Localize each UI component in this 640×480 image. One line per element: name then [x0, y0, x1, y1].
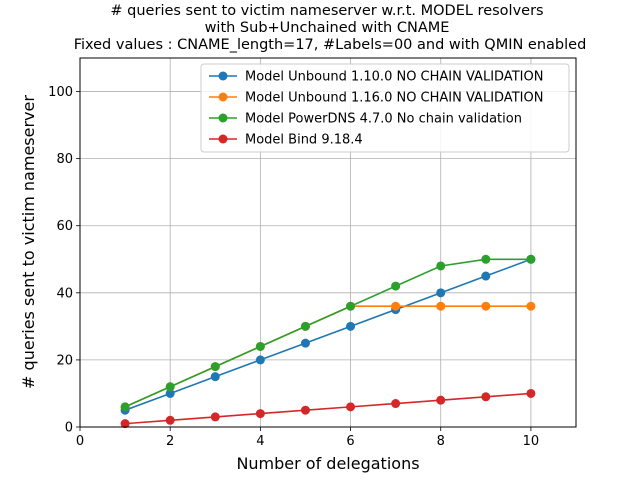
legend-item: Model Bind 9.18.4 [209, 133, 363, 148]
data-point [391, 281, 401, 291]
data-point [210, 362, 220, 372]
data-point [165, 382, 175, 392]
data-point [210, 412, 220, 422]
series-line [124, 305, 531, 408]
x-tick-label: 2 [166, 434, 174, 449]
data-point [210, 372, 220, 382]
data-point [165, 388, 175, 398]
x-axis-label: Number of delegations [236, 454, 419, 473]
legend-box [200, 63, 570, 153]
legend-item: Model PowerDNS 4.7.0 No chain validation [209, 112, 522, 127]
x-tick-label: 10 [523, 434, 540, 449]
chart-title-line-1: # queries sent to victim nameserver w.r.… [110, 3, 543, 19]
chart-title-line-3: Fixed values : CNAME_length=17, #Labels=… [74, 37, 587, 53]
series-layer [120, 254, 536, 429]
data-point [526, 254, 536, 264]
series-2 [120, 301, 536, 412]
data-point [436, 301, 446, 311]
y-tick-label: 20 [56, 353, 73, 368]
y-tick-label: 80 [56, 152, 73, 167]
data-point [346, 402, 356, 412]
y-axis: 0 20 40 60 80 100 [48, 85, 80, 436]
y-tick-label: 60 [56, 219, 73, 234]
series-line [124, 258, 531, 408]
series-line [124, 258, 532, 411]
data-point [165, 415, 175, 425]
x-tick-label: 4 [256, 434, 264, 449]
data-point [346, 301, 356, 311]
data-point [526, 301, 536, 311]
series-4 [120, 388, 536, 429]
legend: Model Unbound 1.10.0 NO CHAIN VALIDATION… [200, 63, 570, 153]
x-tick-label: 8 [437, 434, 445, 449]
data-point [391, 399, 401, 409]
data-point [255, 355, 265, 365]
y-tick-label: 100 [48, 85, 73, 100]
chart-title-line-2: with Sub+Unchained with CNAME [205, 20, 450, 36]
data-point [300, 321, 310, 331]
y-tick-label: 40 [56, 286, 73, 301]
legend-marker [218, 134, 228, 144]
legend-item: Model Unbound 1.10.0 NO CHAIN VALIDATION [209, 70, 543, 85]
legend-label: Model Bind 9.18.4 [245, 133, 363, 148]
x-axis: 0 2 4 6 8 10 [76, 427, 539, 449]
y-axis-label: # queries sent to victim nameserver [19, 95, 38, 389]
data-point [481, 254, 491, 264]
plot-frame [79, 57, 577, 428]
legend-marker [218, 113, 228, 123]
legend-label: Model Unbound 1.16.0 NO CHAIN VALIDATION [245, 91, 543, 106]
legend-marker [218, 92, 228, 102]
data-point [436, 395, 446, 405]
legend-item: Model Unbound 1.16.0 NO CHAIN VALIDATION [209, 91, 543, 106]
data-point [391, 301, 401, 311]
data-point [300, 338, 310, 348]
series-line [125, 392, 531, 425]
data-point [120, 419, 130, 429]
data-point [436, 288, 446, 298]
data-point [481, 301, 491, 311]
y-tick-label: 0 [65, 421, 73, 436]
data-point [255, 409, 265, 419]
data-point [346, 321, 356, 331]
data-point [526, 388, 536, 398]
legend-marker [218, 71, 228, 81]
data-point [120, 402, 130, 412]
data-point [255, 341, 265, 351]
x-tick-label: 6 [346, 434, 354, 449]
x-tick-label: 0 [76, 434, 84, 449]
legend-label: Model Unbound 1.10.0 NO CHAIN VALIDATION [245, 70, 543, 85]
legend-label: Model PowerDNS 4.7.0 No chain validation [245, 112, 522, 127]
series-1 [120, 254, 536, 415]
data-point [481, 392, 491, 402]
series-3 [120, 254, 536, 412]
data-point [300, 405, 310, 415]
data-point [436, 261, 446, 271]
data-point [481, 271, 491, 281]
